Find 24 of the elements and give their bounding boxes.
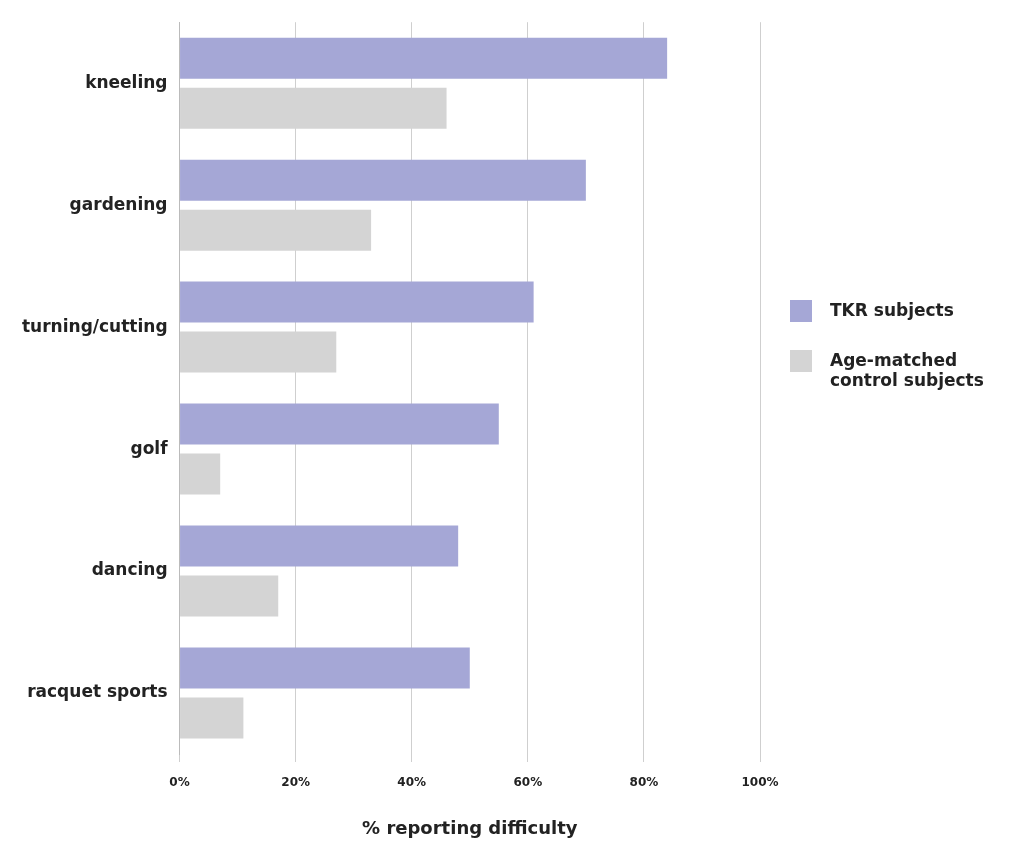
legend-label: Age-matched control subjects bbox=[830, 350, 985, 390]
bar bbox=[180, 697, 244, 739]
bar bbox=[180, 575, 279, 617]
y-tick-label: racquet sports bbox=[27, 681, 168, 702]
x-tick-label: 20% bbox=[281, 775, 311, 790]
x-tick-label: 40% bbox=[397, 775, 427, 790]
x-tick-label: 100% bbox=[741, 775, 779, 790]
bar bbox=[180, 37, 668, 79]
y-tick-label: kneeling bbox=[85, 71, 168, 92]
bar bbox=[180, 525, 459, 567]
bar bbox=[180, 453, 221, 495]
legend-label: TKR subjects bbox=[830, 300, 954, 320]
x-axis-title: % reporting difficulty bbox=[362, 816, 578, 838]
bar bbox=[180, 647, 470, 689]
x-tick-label: 80% bbox=[629, 775, 659, 790]
bar bbox=[180, 403, 499, 445]
bar bbox=[180, 159, 586, 201]
x-tick-label: 60% bbox=[513, 775, 543, 790]
x-tick-label: 0% bbox=[169, 775, 190, 790]
y-tick-label: gardening bbox=[69, 193, 168, 214]
y-tick-label: turning/cutting bbox=[21, 315, 168, 336]
y-tick-label: golf bbox=[130, 437, 169, 458]
bar bbox=[180, 281, 534, 323]
y-tick-label: dancing bbox=[91, 559, 168, 580]
